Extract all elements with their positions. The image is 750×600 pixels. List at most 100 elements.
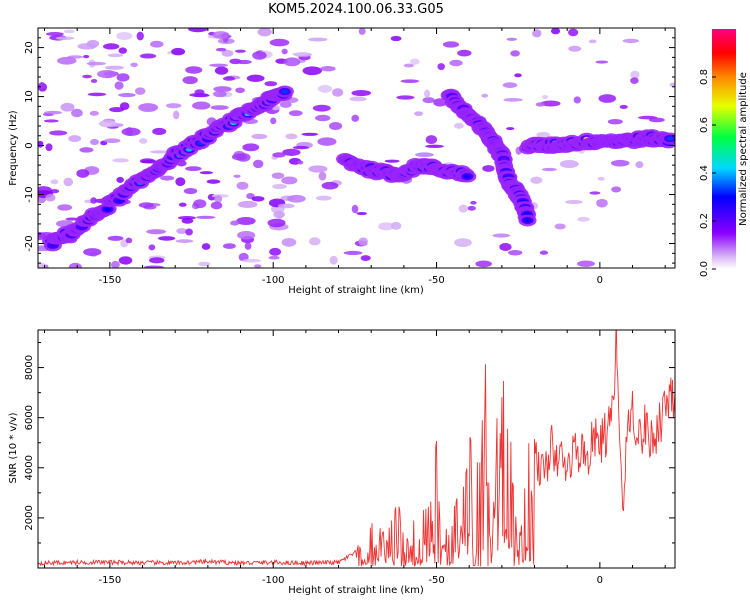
heatmap-noise-cell	[236, 216, 256, 226]
heatmap-ridge-core	[104, 207, 112, 212]
heatmap-noise-cell	[292, 145, 310, 150]
heatmap-noise-cell	[45, 193, 56, 202]
heatmap-noise-cell	[425, 135, 438, 145]
colorbar: 0.0 0.2 0.4 0.6 0.8 Normalized spectral ampl…	[699, 29, 749, 277]
heatmap-noise-cell	[158, 236, 176, 241]
heatmap-noise-cell	[595, 60, 609, 64]
heatmap-noise-cell	[171, 47, 186, 56]
heatmap-noise-cell	[607, 119, 623, 125]
heatmap-noise-cell	[535, 102, 545, 107]
heatmap-noise-cell	[233, 174, 241, 178]
top-x-tick-label: -50	[428, 275, 444, 286]
heatmap-noise-cell	[481, 93, 489, 98]
heatmap-noise-cell	[176, 228, 188, 234]
top-y-tick-label: 0	[24, 142, 35, 148]
bottom-x-axis-label: Height of straight line (km)	[288, 585, 424, 596]
heatmap-noise-cell	[242, 143, 260, 152]
bottom-x-ticks: -150 -100 -50 0	[44, 330, 666, 586]
colorbar-gradient	[712, 29, 736, 269]
heatmap-noise-cell	[403, 63, 415, 68]
heatmap-noise-cell	[356, 211, 368, 216]
heatmap-noise-cell	[320, 66, 336, 72]
top-y-tick-label: -20	[24, 235, 35, 251]
heatmap-noise-cell	[160, 175, 175, 181]
heatmap-noise-cell	[38, 81, 46, 89]
heatmap-noise-cell	[119, 102, 130, 110]
heatmap-noise-cell	[457, 49, 472, 57]
heatmap-noise-cell	[253, 159, 264, 169]
heatmap-noise-cell	[635, 161, 644, 169]
heatmap-noise-cell	[329, 121, 343, 130]
heatmap-noise-cell	[182, 76, 198, 85]
heatmap-noise-cell	[148, 244, 156, 251]
heatmap-ridge-core	[463, 174, 471, 179]
heatmap-noise-cell	[221, 49, 234, 57]
heatmap-noise-cell	[43, 119, 59, 123]
heatmap-noise-cell	[536, 131, 551, 138]
heatmap-noise-cell	[185, 166, 202, 172]
heatmap-noise-cell	[234, 49, 246, 53]
heatmap-noise-cell	[648, 117, 665, 123]
heatmap-noise-cell	[415, 152, 434, 158]
bottom-y-tick-label: 4000	[24, 455, 35, 480]
heatmap-noise-cell	[104, 65, 125, 70]
heatmap-noise-cell	[321, 181, 339, 190]
heatmap-noise-cell	[98, 120, 117, 128]
heatmap-noise-cell	[237, 200, 258, 209]
heatmap-noise-cell	[150, 40, 164, 48]
heatmap-noise-cell	[541, 167, 557, 172]
heatmap-noise-cell	[267, 218, 286, 228]
heatmap-noise-cell	[146, 229, 167, 235]
bottom-y-tick-label: 8000	[24, 355, 35, 380]
heatmap-noise-cell	[400, 79, 420, 83]
heatmap-noise-cell	[329, 255, 338, 265]
heatmap-noise-cell	[116, 176, 124, 183]
heatmap-noise-cell	[230, 220, 240, 226]
top-y-axis-label: Frequency (Hz)	[8, 110, 19, 186]
heatmap-noise-cell	[475, 260, 493, 268]
heatmap-noise-cell	[231, 153, 247, 161]
heatmap-noise-cell	[116, 32, 133, 41]
heatmap-noise-cell	[507, 249, 523, 256]
heatmap-noise-cell	[214, 66, 229, 75]
heatmap-noise-cell	[45, 143, 53, 152]
heatmap-noise-cell	[433, 98, 448, 107]
heatmap-noise-cell	[83, 54, 90, 59]
heatmap-noise-cell	[65, 217, 79, 221]
heatmap-noise-cell	[130, 62, 138, 68]
heatmap-noise-cell	[315, 195, 332, 201]
heatmap-noise-cell	[118, 256, 133, 265]
heatmap-noise-cell	[148, 257, 165, 264]
heatmap-noise-cell	[165, 103, 182, 109]
bottom-x-tick-label: -150	[99, 575, 122, 586]
top-x-axis-label: Height of straight line (km)	[288, 285, 424, 296]
heatmap-noise-cell	[114, 81, 124, 90]
heatmap-noise-cell	[144, 265, 164, 268]
heatmap-noise-cell	[506, 37, 518, 41]
heatmap-noise-cell	[269, 247, 282, 256]
heatmap-noise-cell	[87, 92, 107, 97]
spectrogram-panel: -150 -100 -50 0 20 10 0 -10 -20 Height of strai…	[8, 27, 676, 296]
heatmap-noise-cell	[283, 57, 301, 67]
heatmap-noise-cell	[424, 89, 431, 98]
heatmap-noise-cell	[358, 237, 368, 246]
heatmap-noise-cell	[110, 260, 120, 268]
heatmap-noise-cell	[530, 176, 543, 184]
heatmap-noise-cell	[281, 176, 298, 185]
heatmap-noise-cell	[89, 110, 99, 116]
heatmap-noise-cell	[273, 210, 285, 219]
heatmap-noise-cell	[619, 104, 628, 109]
heatmap-noise-cell	[282, 148, 301, 156]
heatmap-noise-cell	[532, 29, 542, 38]
heatmap-noise-cell	[140, 158, 156, 164]
top-y-ticks: 20 10 0 -10 -20	[24, 27, 675, 264]
bottom-y-tick-label: 2000	[24, 505, 35, 530]
heatmap-noise-cell	[192, 101, 211, 110]
heatmap-noise-cell	[57, 204, 73, 211]
heatmap-noise-cell	[134, 87, 146, 95]
heatmap-noise-cell	[252, 51, 267, 60]
heatmap-noise-cell	[573, 96, 581, 104]
heatmap-noise-cell	[449, 59, 463, 67]
bottom-x-tick-label: -100	[262, 575, 285, 586]
